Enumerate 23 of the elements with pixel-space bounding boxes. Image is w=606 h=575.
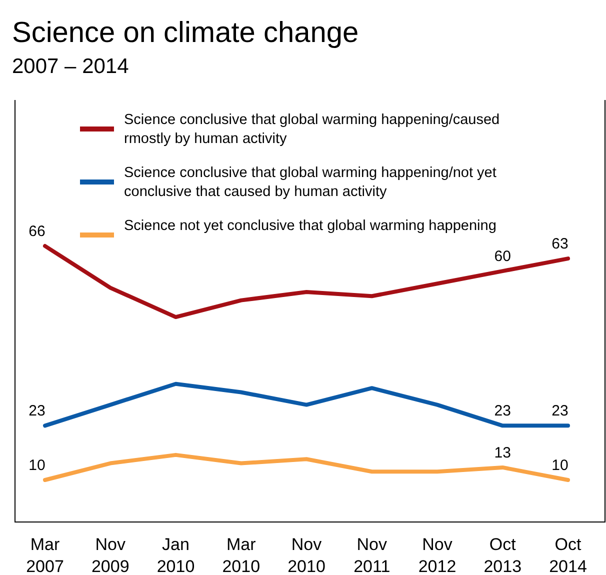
x-tick-label: Mar 2010 (222, 535, 260, 575)
legend-label: Science conclusive that global warming happening/not yet conclusive that caused by human activity (124, 165, 496, 200)
legend-label: Science not yet conclusive that global warming happening (124, 218, 496, 234)
data-label: 10 (552, 457, 568, 474)
data-label: 10 (28, 457, 46, 474)
x-tick-label: Nov 2012 (418, 535, 456, 575)
x-tick-label: Nov 2010 (288, 535, 326, 575)
chart-subtitle: 2007 – 2014 (12, 55, 130, 78)
x-tick-label: Mar 2007 (26, 535, 64, 575)
x-tick-label: Nov 2009 (91, 535, 130, 575)
data-label: 23 (552, 402, 568, 420)
data-label: 13 (494, 444, 511, 462)
x-tick-label: Oct 2014 (549, 535, 587, 575)
data-label: 60 (494, 248, 511, 266)
data-label: 66 (28, 223, 46, 240)
x-tick-label: Nov 2011 (354, 535, 390, 575)
x-tick-label: Jan 2010 (156, 535, 195, 575)
data-label: 63 (552, 236, 568, 253)
data-label: 23 (494, 402, 511, 420)
x-tick-label: Oct 2013 (484, 535, 522, 575)
chart-title: Science on climate change (12, 17, 359, 49)
legend-label: Science conclusive that global warming happening/caused rmostly by human activity (124, 112, 500, 147)
data-label: 23 (28, 402, 46, 420)
